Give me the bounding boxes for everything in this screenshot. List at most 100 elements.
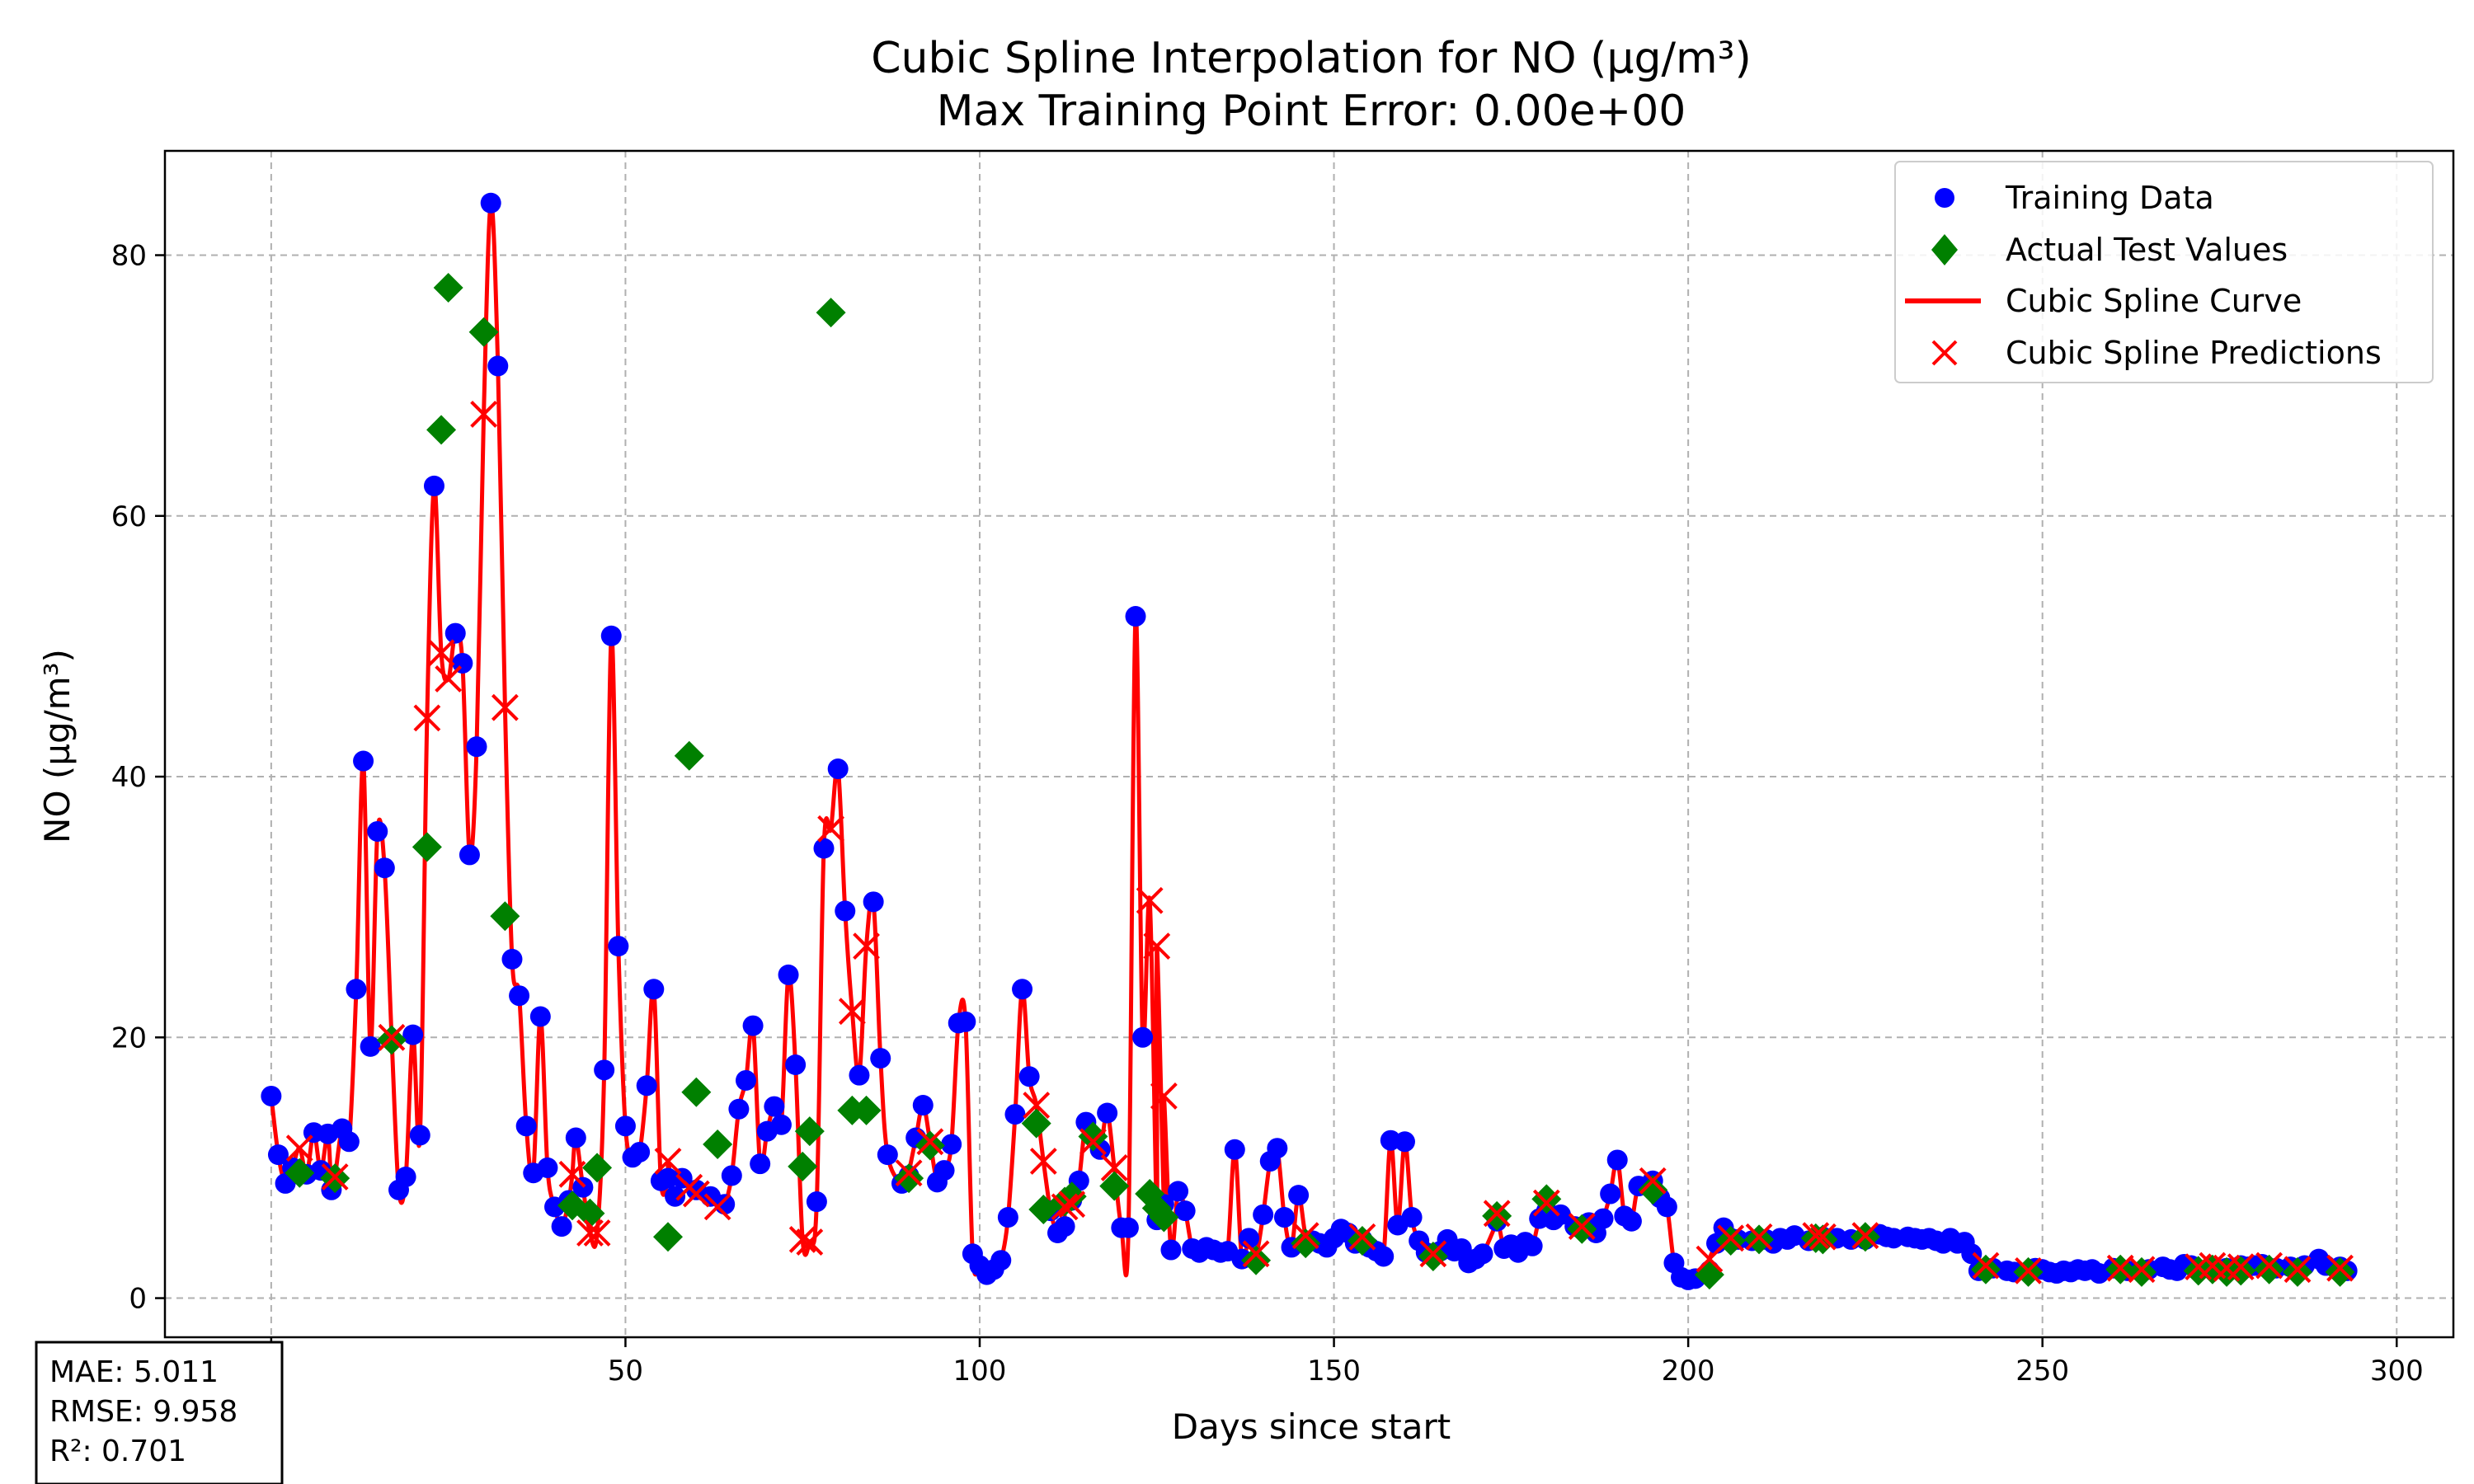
prediction-point [285, 1134, 313, 1162]
prediction-point [1023, 1092, 1051, 1119]
training-point [870, 1048, 891, 1069]
prediction-point [1972, 1252, 2000, 1280]
legend-test-marker [1931, 234, 1958, 265]
prediction-point [817, 815, 844, 843]
test-point [426, 415, 457, 445]
legend: Training Data Actual Test Values Cubic S… [1894, 161, 2434, 383]
training-point [1472, 1243, 1493, 1265]
prediction-point [583, 1219, 611, 1247]
training-point [1174, 1200, 1196, 1222]
legend-training-marker [1935, 188, 1954, 208]
test-point [703, 1129, 733, 1159]
test-point [794, 1116, 825, 1147]
prediction-point [2284, 1256, 2312, 1284]
metric-rmse: RMSE: 9.958 [49, 1395, 238, 1429]
training-point [941, 1134, 962, 1155]
test-point [1567, 1214, 1597, 1244]
training-point [480, 192, 501, 214]
test-point [1715, 1225, 1746, 1256]
training-point [374, 857, 395, 879]
prediction-point [788, 1225, 816, 1253]
training-point [614, 1115, 636, 1137]
metric-r2: R²: 0.701 [49, 1435, 186, 1468]
test-point [582, 1153, 613, 1183]
training-point [1606, 1149, 1628, 1171]
training-point [997, 1207, 1018, 1228]
y-tick-label: 20 [111, 1021, 147, 1054]
prediction-point [576, 1219, 604, 1247]
test-point [894, 1163, 924, 1194]
training-point [594, 1059, 615, 1081]
test-point [915, 1130, 945, 1161]
training-point [600, 625, 622, 646]
training-point [714, 1194, 736, 1215]
prediction-point [1419, 1240, 1447, 1268]
x-tick-label: 200 [1662, 1355, 1715, 1388]
training-point [1018, 1066, 1040, 1087]
x-tick-label: 50 [608, 1355, 643, 1388]
prediction-point [1242, 1240, 1270, 1268]
training-point [955, 1011, 976, 1032]
prediction-point [1136, 886, 1164, 914]
training-point [459, 844, 480, 866]
training-point [1253, 1204, 1274, 1225]
training-point [806, 1191, 827, 1213]
training-point [501, 948, 523, 970]
training-point [338, 1131, 360, 1153]
prediction-point [1029, 1148, 1057, 1175]
prediction-point [1483, 1200, 1511, 1228]
training-point [849, 1064, 870, 1086]
plot-frame [163, 149, 2455, 1339]
prediction-point [2326, 1254, 2354, 1282]
test-point [285, 1158, 315, 1188]
training-point [877, 1144, 898, 1166]
training-point [1117, 1217, 1139, 1238]
prediction-point [916, 1128, 944, 1156]
prediction-point [895, 1159, 923, 1187]
prediction-point [2128, 1256, 2156, 1284]
y-axis-label: NO (µg/m³) [37, 649, 78, 843]
prediction-point [654, 1148, 682, 1175]
training-point [466, 736, 487, 758]
test-point [851, 1095, 882, 1125]
test-point [1638, 1175, 1668, 1205]
test-point [816, 298, 846, 328]
prediction-point [1291, 1222, 1319, 1250]
training-point [990, 1250, 1012, 1271]
training-point [353, 750, 374, 772]
chart-title: Cubic Spline Interpolation for NO (µg/m³… [871, 34, 1752, 83]
training-point [551, 1216, 572, 1237]
prediction-point [1058, 1190, 1086, 1219]
test-point [2126, 1256, 2157, 1287]
training-point [764, 1096, 785, 1117]
training-point [402, 1024, 424, 1045]
prediction-point [1150, 1082, 1178, 1110]
training-point [1656, 1196, 1677, 1218]
prediction-point [470, 401, 498, 428]
prediction-point [796, 1228, 824, 1256]
metrics-frame [35, 1341, 284, 1484]
training-point [409, 1125, 430, 1146]
test-point [1021, 1108, 1051, 1139]
prediction-point [1143, 932, 1171, 960]
prediction-point [1639, 1167, 1667, 1195]
metrics-box: MAE: 5.011 RMSE: 9.958 R²: 0.701 [35, 1341, 284, 1484]
training-point [1054, 1216, 1075, 1237]
training-point [1012, 979, 1033, 1000]
prediction-point [558, 1160, 586, 1188]
legend-training-label: Training Data [2005, 180, 2214, 216]
training-point [770, 1114, 792, 1135]
training-point [1273, 1207, 1295, 1228]
prediction-point [413, 704, 441, 732]
training-point [778, 964, 799, 985]
training-points-layer [261, 192, 2358, 1290]
test-point [1056, 1181, 1087, 1212]
training-point [1401, 1207, 1423, 1228]
x-tick-label: 100 [953, 1355, 1007, 1388]
y-tick-label: 80 [111, 240, 147, 273]
prediction-point [1568, 1213, 1596, 1241]
legend-box [1894, 161, 2434, 383]
test-point [1078, 1121, 1108, 1152]
training-point [728, 1098, 750, 1120]
test-point [1531, 1184, 1562, 1214]
